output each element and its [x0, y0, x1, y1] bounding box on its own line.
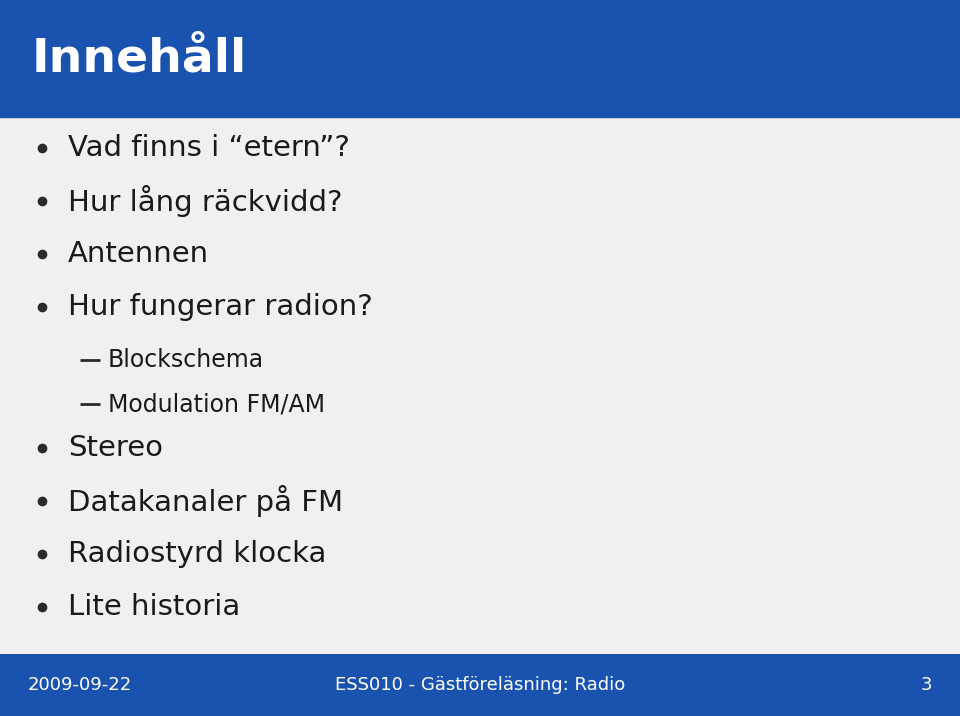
Text: Modulation FM/AM: Modulation FM/AM — [108, 392, 325, 416]
Text: 3: 3 — [921, 676, 932, 694]
Bar — [0, 0, 960, 118]
Text: Radiostyrd klocka: Radiostyrd klocka — [68, 540, 326, 568]
Text: Vad finns i “etern”?: Vad finns i “etern”? — [68, 134, 349, 162]
Bar — [0, 654, 960, 716]
Text: Lite historia: Lite historia — [68, 593, 240, 621]
Text: Hur fungerar radion?: Hur fungerar radion? — [68, 293, 372, 321]
Text: ESS010 - Gästföreläsning: Radio: ESS010 - Gästföreläsning: Radio — [335, 676, 625, 694]
Text: Hur lång räckvidd?: Hur lång räckvidd? — [68, 185, 343, 217]
Text: 2009-09-22: 2009-09-22 — [28, 676, 132, 694]
Text: Blockschema: Blockschema — [108, 348, 264, 372]
Bar — [0, 118, 960, 654]
Text: Innehåll: Innehåll — [32, 37, 248, 82]
Text: Stereo: Stereo — [68, 434, 163, 462]
Text: Datakanaler på FM: Datakanaler på FM — [68, 485, 343, 517]
Text: Antennen: Antennen — [68, 240, 209, 268]
